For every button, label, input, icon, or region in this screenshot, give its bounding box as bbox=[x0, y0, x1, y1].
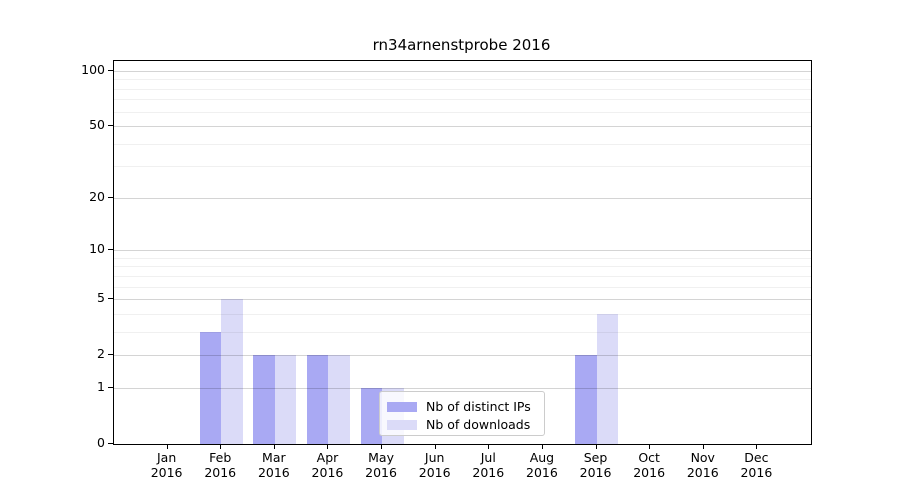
x-tick-year: 2016 bbox=[472, 465, 505, 480]
x-tick-year: 2016 bbox=[633, 465, 666, 480]
y-tick-label-100: 100 bbox=[81, 61, 105, 77]
gridline-minor-70 bbox=[114, 99, 811, 101]
gridline-minor-40 bbox=[114, 143, 811, 145]
x-tick-nov bbox=[702, 444, 704, 449]
x-tick-year: 2016 bbox=[418, 465, 451, 480]
x-tick-jun bbox=[434, 444, 436, 449]
gridline-minor-7 bbox=[114, 275, 811, 277]
y-tick-50 bbox=[108, 125, 113, 127]
gridline-minor-8 bbox=[114, 266, 811, 268]
y-tick-label-10: 10 bbox=[89, 241, 105, 257]
y-tick-label-20: 20 bbox=[89, 188, 105, 204]
x-tick-label-jan: Jan 2016 bbox=[140, 450, 194, 480]
bar-distinct-ips-may bbox=[360, 387, 383, 444]
legend: Nb of distinct IPs Nb of downloads bbox=[379, 391, 545, 436]
y-tick-label-5: 5 bbox=[97, 290, 105, 306]
x-tick-label-may: May 2016 bbox=[354, 450, 408, 480]
bar-downloads-feb bbox=[221, 299, 243, 444]
y-tick-100 bbox=[108, 69, 113, 71]
x-tick-year: 2016 bbox=[686, 465, 719, 480]
gridline-major-10 bbox=[114, 250, 811, 252]
x-tick-year: 2016 bbox=[526, 465, 558, 480]
gridline-minor-90 bbox=[114, 79, 811, 81]
legend-item-downloads: Nb of downloads bbox=[387, 416, 536, 433]
bar-distinct-ips-apr bbox=[306, 355, 329, 444]
x-tick-label-apr: Apr 2016 bbox=[300, 450, 354, 480]
y-tick-5 bbox=[108, 298, 113, 300]
x-tick-label-mar: Mar 2016 bbox=[247, 450, 301, 480]
legend-label-distinct-ips: Nb of distinct IPs bbox=[426, 399, 531, 414]
y-tick-label-50: 50 bbox=[89, 117, 105, 133]
y-tick-label-0: 0 bbox=[97, 435, 105, 450]
plot-area bbox=[113, 60, 812, 445]
x-tick-label-jul: Jul 2016 bbox=[461, 450, 515, 480]
legend-swatch-downloads bbox=[387, 419, 417, 430]
legend-label-downloads: Nb of downloads bbox=[426, 417, 531, 432]
x-tick-jan bbox=[166, 444, 168, 449]
bar-downloads-apr bbox=[328, 355, 350, 444]
gridline-major-5 bbox=[114, 299, 811, 301]
gridline-minor-3 bbox=[114, 331, 811, 333]
gridline-major-50 bbox=[114, 126, 811, 128]
x-tick-label-dec: Dec 2016 bbox=[729, 450, 783, 480]
bar-distinct-ips-mar bbox=[253, 355, 275, 444]
y-tick-1 bbox=[108, 386, 113, 388]
x-tick-dec bbox=[756, 444, 758, 449]
x-tick-sep bbox=[595, 444, 597, 449]
bar-downloads-mar bbox=[274, 355, 297, 444]
gridline-minor-80 bbox=[114, 88, 811, 90]
x-tick-may bbox=[381, 444, 383, 449]
y-tick-10 bbox=[108, 249, 113, 251]
gridline-major-2 bbox=[114, 355, 811, 357]
y-tick-0 bbox=[108, 443, 113, 444]
gridline-major-100 bbox=[114, 70, 811, 72]
y-tick-2 bbox=[108, 354, 113, 356]
gridline-minor-4 bbox=[114, 313, 811, 315]
legend-swatch-distinct-ips bbox=[387, 401, 417, 412]
x-tick-year: 2016 bbox=[150, 465, 183, 480]
x-tick-aug bbox=[541, 444, 543, 449]
y-tick-label-2: 2 bbox=[97, 346, 105, 362]
x-tick-label-jun: Jun 2016 bbox=[408, 450, 462, 480]
x-tick-label-aug: Aug 2016 bbox=[515, 450, 569, 480]
x-tick-year: 2016 bbox=[204, 465, 237, 480]
y-tick-20 bbox=[108, 196, 113, 198]
x-tick-feb bbox=[220, 444, 222, 449]
x-tick-year: 2016 bbox=[579, 465, 612, 480]
gridline-major-20 bbox=[114, 197, 811, 199]
gridline-minor-9 bbox=[114, 257, 811, 259]
gridline-minor-6 bbox=[114, 286, 811, 288]
chart-title: rn34arnenstprobe 2016 bbox=[372, 36, 551, 54]
x-tick-label-nov: Nov 2016 bbox=[676, 450, 730, 480]
gridline-minor-60 bbox=[114, 111, 811, 113]
x-tick-apr bbox=[327, 444, 329, 449]
x-tick-year: 2016 bbox=[311, 465, 344, 480]
bar-downloads-sep bbox=[596, 313, 619, 444]
x-tick-oct bbox=[649, 444, 651, 449]
x-tick-mar bbox=[273, 444, 275, 449]
x-tick-label-feb: Feb 2016 bbox=[193, 450, 247, 480]
gridline-major-1 bbox=[114, 387, 811, 389]
x-tick-jul bbox=[488, 444, 490, 449]
x-tick-year: 2016 bbox=[365, 465, 397, 480]
bar-distinct-ips-sep bbox=[575, 355, 597, 444]
gridline-minor-30 bbox=[114, 166, 811, 168]
legend-item-distinct-ips: Nb of distinct IPs bbox=[387, 398, 536, 415]
y-tick-label-1: 1 bbox=[97, 378, 105, 394]
bar-distinct-ips-feb bbox=[199, 331, 222, 444]
x-tick-year: 2016 bbox=[740, 465, 773, 480]
x-tick-label-sep: Sep 2016 bbox=[569, 450, 623, 480]
x-tick-year: 2016 bbox=[257, 465, 290, 480]
x-tick-label-oct: Oct 2016 bbox=[622, 450, 676, 480]
